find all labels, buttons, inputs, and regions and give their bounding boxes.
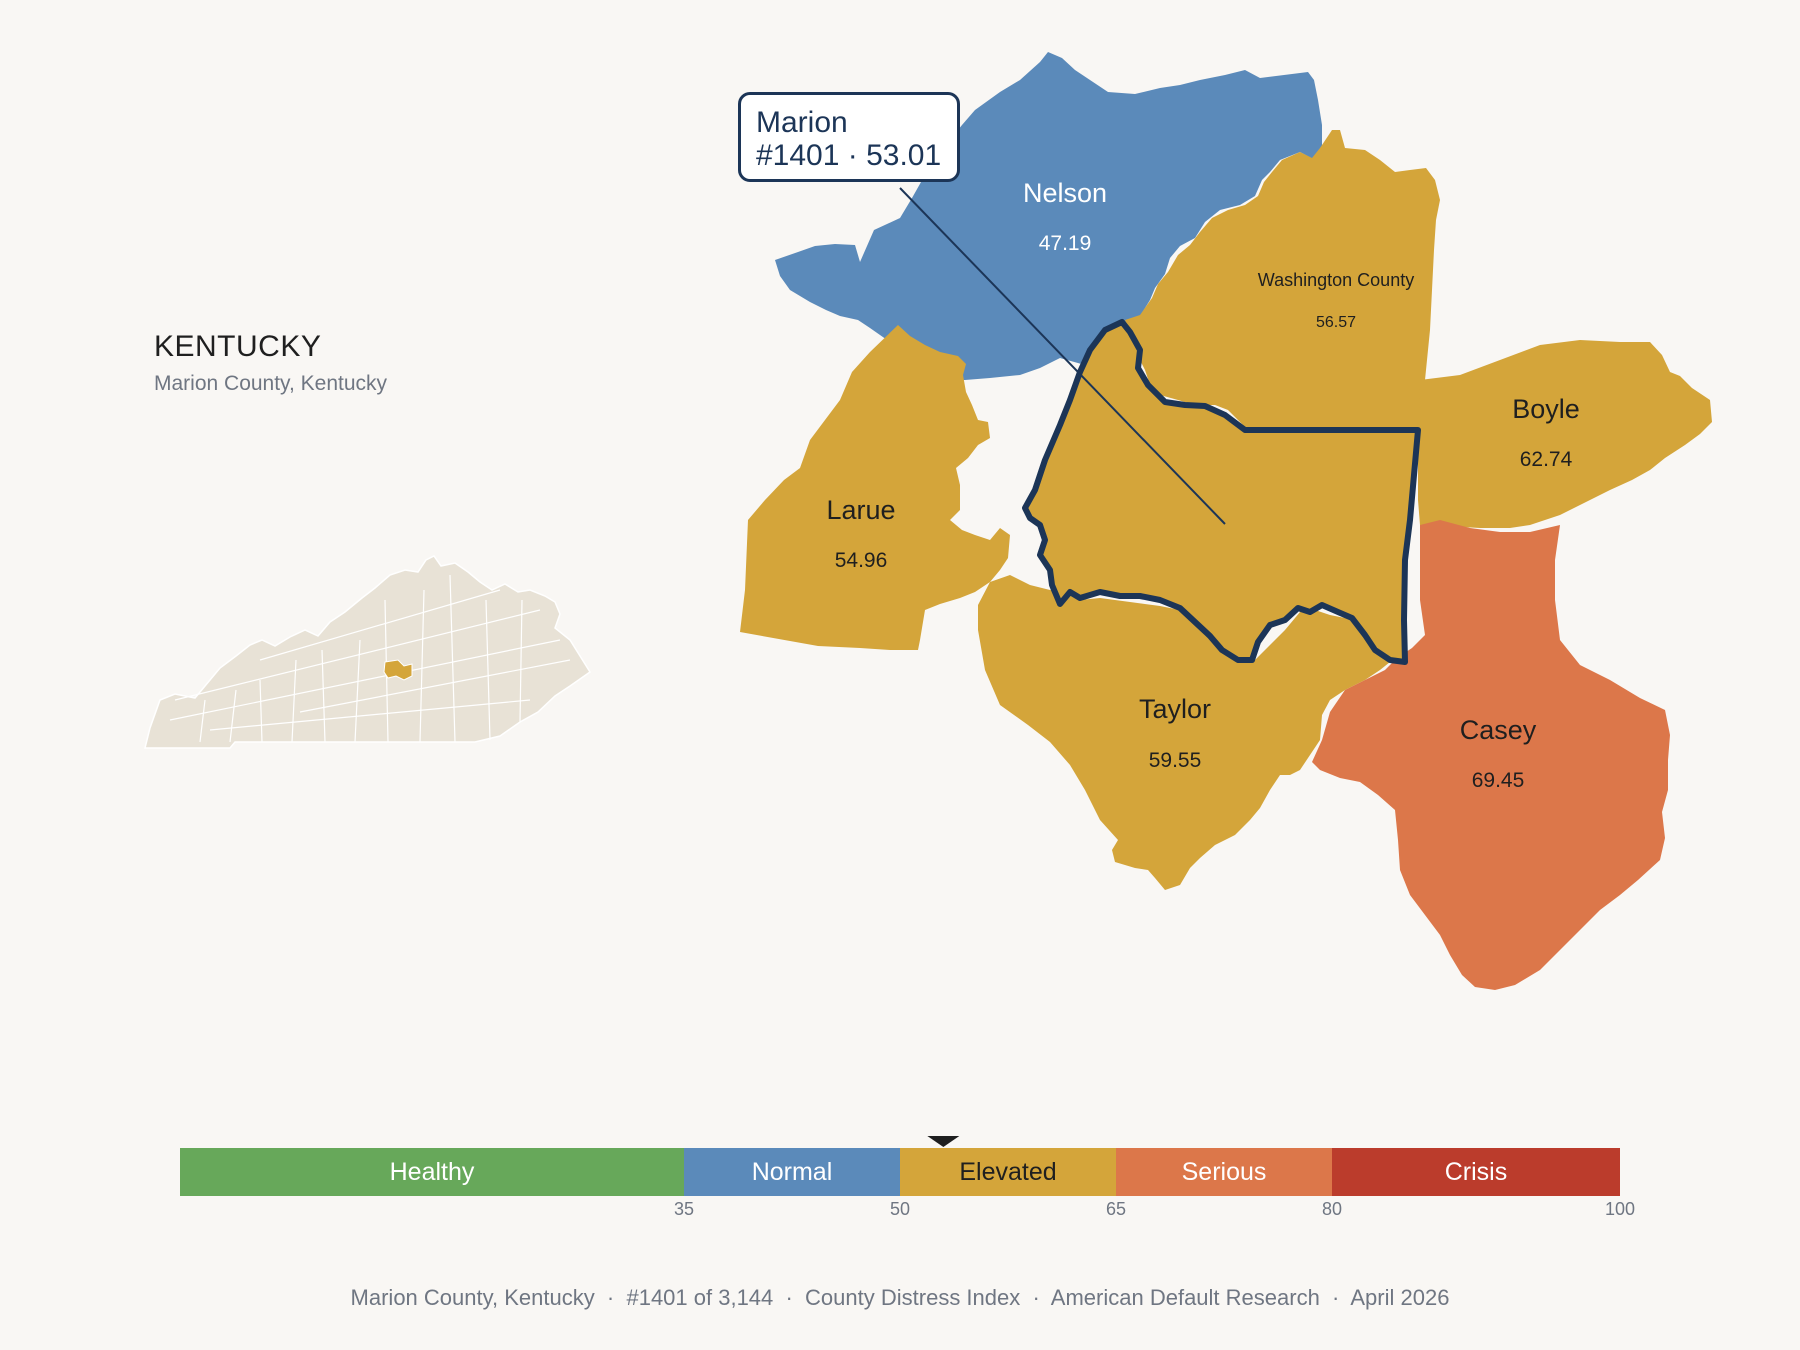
county-label-nelson: Nelson xyxy=(1023,178,1107,208)
county-label-casey: Casey xyxy=(1460,715,1537,745)
footer-caption: Marion County, Kentucky · #1401 of 3,144… xyxy=(350,1285,1450,1310)
county-nelson[interactable] xyxy=(775,52,1322,380)
state-subtitle: Marion County, Kentucky xyxy=(154,372,388,395)
county-marion-highlight[interactable] xyxy=(1022,319,1421,665)
county-labels: Nelson 47.19 Washington County 56.57 Boy… xyxy=(826,178,1579,792)
scale-label-healthy: Healthy xyxy=(390,1158,475,1186)
county-value-taylor: 59.55 xyxy=(1149,749,1202,772)
county-value-washington: 56.57 xyxy=(1316,314,1356,331)
county-label-washington: Washington County xyxy=(1258,270,1414,290)
county-callout: Marion #1401 · 53.01 xyxy=(738,92,960,182)
county-boyle[interactable] xyxy=(1418,340,1712,528)
scale-label-normal: Normal xyxy=(752,1158,833,1186)
county-map xyxy=(740,52,1712,990)
county-value-larue: 54.96 xyxy=(835,549,888,572)
county-larue[interactable] xyxy=(740,325,1010,650)
scale-marker-triangle xyxy=(927,1136,960,1147)
scale-label-elevated: Elevated xyxy=(959,1158,1056,1186)
scale-segment-elevated xyxy=(900,1148,1116,1196)
county-value-boyle: 62.74 xyxy=(1520,448,1573,471)
scale-tick-label: 50 xyxy=(890,1199,910,1219)
state-title: KENTUCKY xyxy=(154,330,322,363)
county-casey[interactable] xyxy=(1312,520,1670,990)
county-label-boyle: Boyle xyxy=(1512,394,1580,424)
county-label-taylor: Taylor xyxy=(1139,694,1211,724)
county-value-nelson: 47.19 xyxy=(1039,232,1092,255)
callout-county-name: Marion xyxy=(756,106,848,139)
callout-rank-score: #1401 · 53.01 xyxy=(756,139,942,172)
county-label-larue: Larue xyxy=(826,495,895,525)
inset-marion-highlight xyxy=(383,659,413,681)
distress-scale: Healthy Normal Elevated Serious Crisis 35 50 6… xyxy=(180,1136,1635,1219)
county-taylor[interactable] xyxy=(978,575,1395,890)
scale-label-crisis: Crisis xyxy=(1445,1158,1508,1186)
state-inset-map xyxy=(144,555,592,749)
scale-segment-crisis xyxy=(1332,1148,1620,1196)
scale-tick-label: 65 xyxy=(1106,1199,1126,1219)
scale-segment-serious xyxy=(1116,1148,1332,1196)
scale-tick-label: 100 xyxy=(1605,1199,1635,1219)
scale-segment-healthy xyxy=(180,1148,684,1196)
callout-leader-line xyxy=(899,187,1226,525)
scale-tick-label: 80 xyxy=(1322,1199,1342,1219)
county-value-casey: 69.45 xyxy=(1472,769,1525,792)
scale-tick-label: 35 xyxy=(674,1199,694,1219)
county-washington[interactable] xyxy=(1125,130,1440,432)
scale-label-serious: Serious xyxy=(1182,1158,1267,1186)
scale-segment-normal xyxy=(684,1148,900,1196)
